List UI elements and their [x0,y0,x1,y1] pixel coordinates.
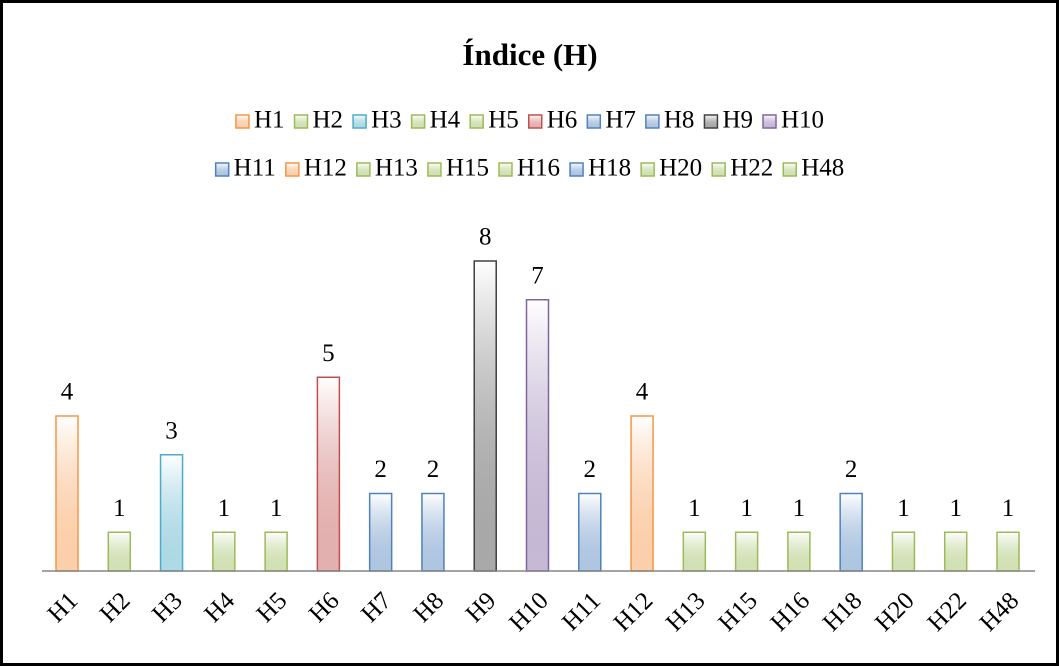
legend-swatch [645,114,660,129]
legend-label: H1 [254,107,285,134]
bar [316,376,341,572]
legend-swatch [469,114,484,129]
legend-label: H8 [664,107,695,134]
legend-swatch [711,162,726,177]
data-label: 4 [636,379,649,406]
legend-label: H6 [547,107,578,134]
legend-label: H20 [659,155,702,182]
bar [630,415,654,572]
data-label: 1 [740,495,753,522]
legend-label: H13 [375,155,418,182]
data-label: 2 [427,456,440,483]
legend-label: H10 [781,107,824,134]
legend-swatch [586,114,602,129]
bar [578,492,602,572]
chart-title: Índice (H) [462,37,597,72]
legend-label: H48 [801,155,844,182]
legend-label: H18 [588,155,631,182]
bar [839,492,863,572]
bar [421,492,445,572]
bar [264,531,288,572]
legend-swatch [498,162,513,177]
data-label: 5 [322,340,335,367]
data-label: 1 [949,495,962,522]
bar [55,415,79,572]
legend-swatch [352,114,367,129]
data-label: 1 [1002,495,1015,522]
data-label: 3 [165,417,178,444]
bar [682,531,707,572]
legend-label: H22 [730,155,773,182]
legend-label: H16 [517,155,560,182]
legend-swatch [762,114,777,129]
legend-swatch [410,114,426,129]
bar [368,492,393,572]
data-label: 2 [845,456,858,483]
legend-swatch [528,114,543,129]
data-label: 1 [688,495,701,522]
legend-swatch [640,162,655,177]
legend-label: H5 [488,107,519,134]
data-label: 4 [61,379,74,406]
legend-label: H2 [313,107,344,134]
bar [943,531,968,572]
legend-label: H9 [722,107,753,134]
bar [473,260,497,572]
data-label: 1 [793,495,806,522]
legend-label: H15 [446,155,489,182]
bar [159,454,184,572]
legend-swatch [356,162,371,177]
legend-swatch [214,162,230,177]
legend-swatch [235,114,250,129]
data-label: 2 [374,456,387,483]
legend-swatch [285,162,300,177]
bar [734,531,759,572]
bar [525,299,550,572]
legend-label: H7 [605,107,636,134]
data-label: 1 [270,495,283,522]
bar [107,531,132,572]
bar [891,531,916,572]
data-label: 1 [113,495,126,522]
data-label: 7 [531,262,544,289]
data-label: 1 [218,495,231,522]
legend-label: H3 [371,107,402,134]
bar [212,531,236,572]
legend-swatch [703,114,719,129]
data-label: 1 [897,495,910,522]
legend-swatch [293,114,309,129]
legend-label: H12 [304,155,347,182]
data-label: 2 [584,456,597,483]
legend-swatch [427,162,442,177]
data-label: 8 [479,224,492,251]
legend-swatch [569,162,584,177]
legend-label: H11 [234,155,276,182]
bar [787,531,811,572]
legend-swatch [782,162,798,177]
legend-label: H4 [430,107,461,134]
bar [996,531,1020,572]
